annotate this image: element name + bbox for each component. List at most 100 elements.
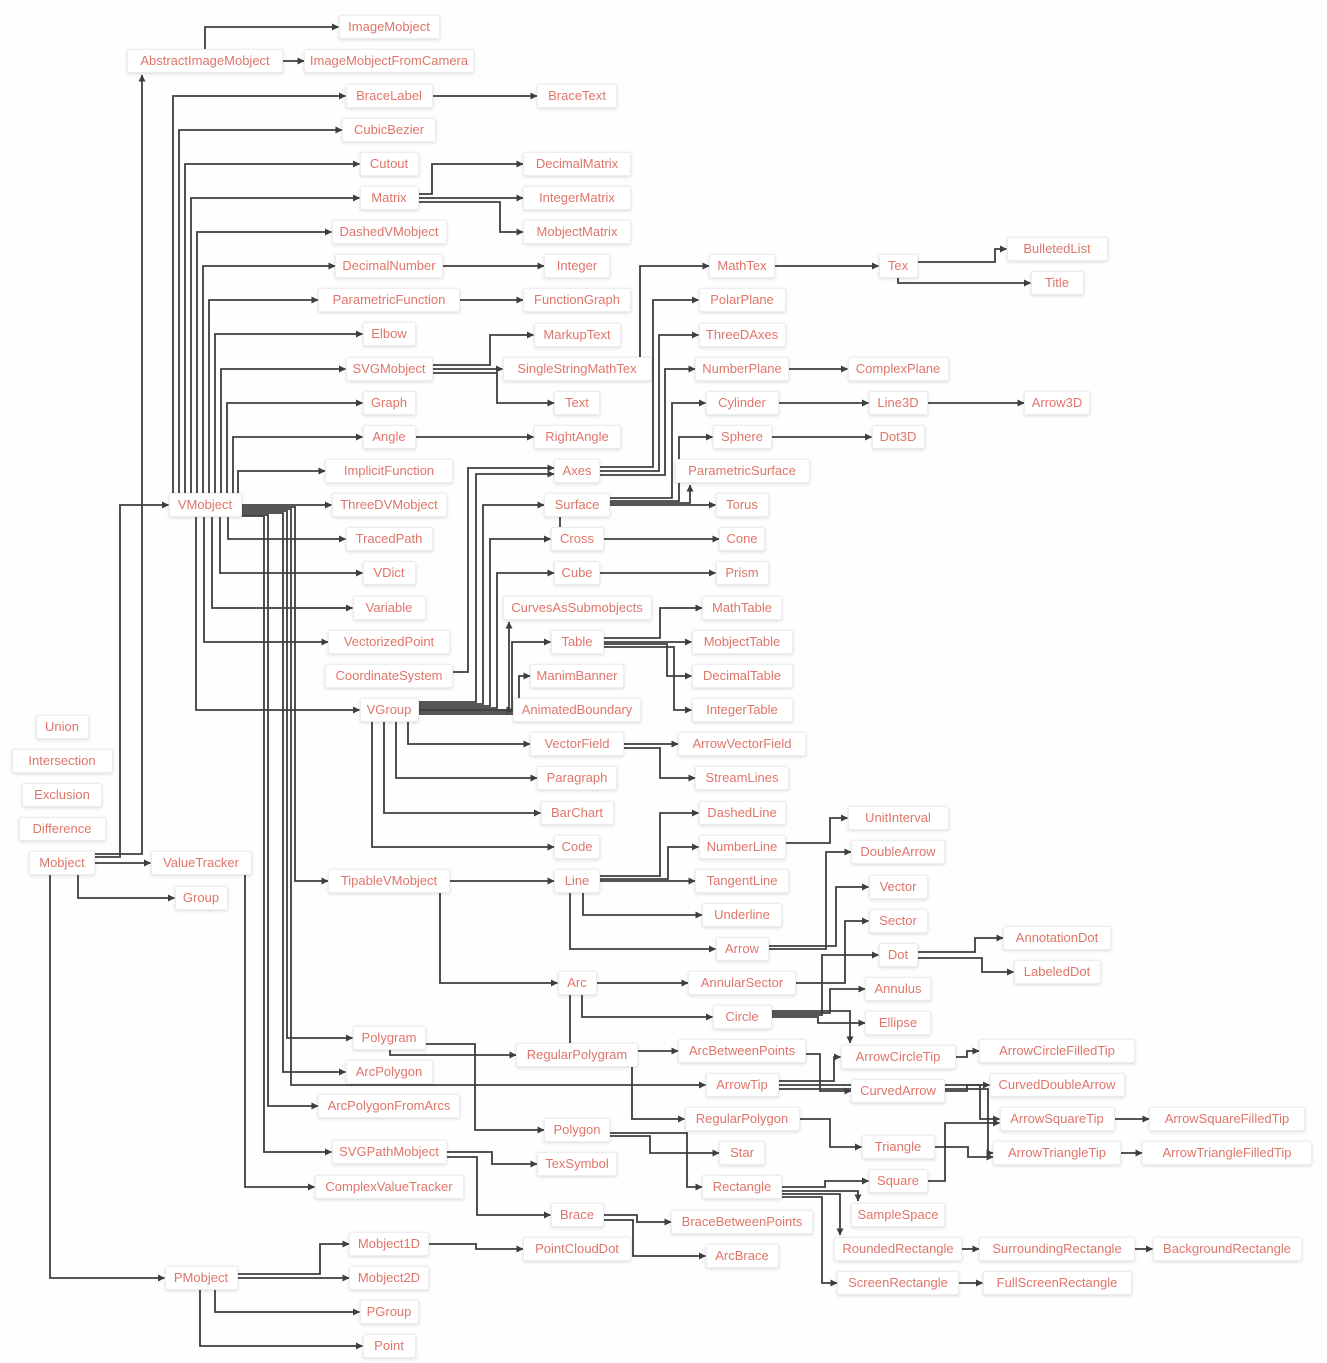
node-FunctionGraph[interactable]: FunctionGraph [523,288,631,312]
node-VDict[interactable]: VDict [362,561,416,585]
node-ThreeDVMobject[interactable]: ThreeDVMobject [331,493,447,517]
node-AnimatedBoundary[interactable]: AnimatedBoundary [513,698,641,722]
node-ArcBrace[interactable]: ArcBrace [705,1244,779,1268]
node-ScreenRectangle[interactable]: ScreenRectangle [837,1271,959,1295]
node-TracedPath[interactable]: TracedPath [345,527,433,551]
node-ValueTracker[interactable]: ValueTracker [150,851,252,875]
node-PGroup[interactable]: PGroup [359,1300,419,1324]
node-ArrowSquareFilledTip[interactable]: ArrowSquareFilledTip [1149,1107,1305,1131]
node-DecimalTable[interactable]: DecimalTable [691,664,793,688]
node-Vector[interactable]: Vector [868,875,928,899]
node-MobjectTable[interactable]: MobjectTable [691,630,793,654]
node-DashedLine[interactable]: DashedLine [698,801,786,825]
node-RegularPolygon[interactable]: RegularPolygon [684,1107,800,1131]
node-AnnularSector[interactable]: AnnularSector [688,971,796,995]
node-Dot[interactable]: Dot [878,943,918,967]
node-RightAngle[interactable]: RightAngle [533,425,621,449]
node-ManimBanner[interactable]: ManimBanner [530,664,624,688]
node-Underline[interactable]: Underline [702,903,782,927]
node-SingleStringMathTex[interactable]: SingleStringMathTex [502,357,652,381]
node-AbstractImageMobject[interactable]: AbstractImageMobject [127,49,283,73]
node-ArcPolygon[interactable]: ArcPolygon [345,1060,433,1084]
node-Torus[interactable]: Torus [715,493,769,517]
node-SVGPathMobject[interactable]: SVGPathMobject [331,1140,447,1164]
node-VGroup[interactable]: VGroup [359,698,419,722]
node-CurvedDoubleArrow[interactable]: CurvedDoubleArrow [989,1073,1125,1097]
node-BulletedList[interactable]: BulletedList [1006,237,1108,261]
node-Axes[interactable]: Axes [554,459,600,483]
node-ArcPolygonFromArcs[interactable]: ArcPolygonFromArcs [318,1094,460,1118]
node-TangentLine[interactable]: TangentLine [695,869,789,893]
node-Triangle[interactable]: Triangle [861,1135,935,1159]
node-RoundedRectangle[interactable]: RoundedRectangle [834,1237,962,1261]
node-BackgroundRectangle[interactable]: BackgroundRectangle [1152,1237,1302,1261]
node-Text[interactable]: Text [554,391,600,415]
node-Title[interactable]: Title [1030,271,1084,295]
node-VectorizedPoint[interactable]: VectorizedPoint [328,630,450,654]
node-Ellipse[interactable]: Ellipse [865,1011,931,1035]
node-Polygram[interactable]: Polygram [352,1026,426,1050]
node-TexSymbol[interactable]: TexSymbol [537,1152,617,1176]
node-DecimalMatrix[interactable]: DecimalMatrix [523,152,631,176]
node-Difference[interactable]: Difference [18,817,106,841]
node-ImageMobjectFromCamera[interactable]: ImageMobjectFromCamera [304,49,474,73]
node-MathTable[interactable]: MathTable [702,596,782,620]
node-Integer[interactable]: Integer [544,254,610,278]
node-NumberLine[interactable]: NumberLine [698,835,786,859]
node-StreamLines[interactable]: StreamLines [695,766,789,790]
node-Paragraph[interactable]: Paragraph [537,766,617,790]
node-CubicBezier[interactable]: CubicBezier [342,118,436,142]
node-Exclusion[interactable]: Exclusion [22,783,102,807]
node-ImplicitFunction[interactable]: ImplicitFunction [325,459,453,483]
node-Cross[interactable]: Cross [550,527,604,551]
node-Sector[interactable]: Sector [868,909,928,933]
node-DecimalNumber[interactable]: DecimalNumber [335,254,443,278]
node-BraceLabel[interactable]: BraceLabel [345,84,433,108]
node-ThreeDAxes[interactable]: ThreeDAxes [698,323,786,347]
node-MobjectMatrix[interactable]: MobjectMatrix [523,220,631,244]
node-ArrowCircleFilledTip[interactable]: ArrowCircleFilledTip [979,1039,1135,1063]
node-Arrow3D[interactable]: Arrow3D [1024,391,1090,415]
node-Graph[interactable]: Graph [362,391,416,415]
node-PointCloudDot[interactable]: PointCloudDot [523,1237,631,1261]
node-Rectangle[interactable]: Rectangle [702,1175,782,1199]
node-BraceBetweenPoints[interactable]: BraceBetweenPoints [671,1210,813,1234]
node-ArcBetweenPoints[interactable]: ArcBetweenPoints [678,1039,806,1063]
node-Cube[interactable]: Cube [554,561,600,585]
node-Matrix[interactable]: Matrix [359,186,419,210]
node-Brace[interactable]: Brace [550,1203,604,1227]
node-Mobject2D[interactable]: Mobject2D [349,1266,429,1290]
node-Union[interactable]: Union [35,715,89,739]
node-Tex[interactable]: Tex [878,254,918,278]
node-ArrowTip[interactable]: ArrowTip [705,1073,779,1097]
node-Polygon[interactable]: Polygon [544,1118,610,1142]
node-Elbow[interactable]: Elbow [362,322,416,346]
node-DashedVMobject[interactable]: DashedVMobject [331,220,447,244]
node-ArrowSquareTip[interactable]: ArrowSquareTip [999,1107,1115,1131]
node-Cutout[interactable]: Cutout [359,152,419,176]
node-BarChart[interactable]: BarChart [540,801,614,825]
node-Line3D[interactable]: Line3D [868,391,928,415]
node-ArrowTriangleTip[interactable]: ArrowTriangleTip [993,1141,1121,1165]
node-BraceText[interactable]: BraceText [537,84,617,108]
node-Mobject[interactable]: Mobject [29,851,95,875]
node-ComplexPlane[interactable]: ComplexPlane [847,357,949,381]
node-LabeledDot[interactable]: LabeledDot [1013,960,1101,984]
node-FullScreenRectangle[interactable]: FullScreenRectangle [982,1271,1132,1295]
node-Line[interactable]: Line [554,869,600,893]
node-Circle[interactable]: Circle [712,1005,772,1029]
node-NumberPlane[interactable]: NumberPlane [695,357,789,381]
node-UnitInterval[interactable]: UnitInterval [847,806,949,830]
node-SampleSpace[interactable]: SampleSpace [851,1203,945,1227]
node-IntegerMatrix[interactable]: IntegerMatrix [523,186,631,210]
node-Intersection[interactable]: Intersection [11,749,113,773]
node-IntegerTable[interactable]: IntegerTable [691,698,793,722]
node-VMobject[interactable]: VMobject [168,493,242,517]
node-PMobject[interactable]: PMobject [164,1266,238,1290]
node-Arrow[interactable]: Arrow [715,937,769,961]
node-Angle[interactable]: Angle [362,425,416,449]
node-MarkupText[interactable]: MarkupText [533,323,621,347]
node-CurvedArrow[interactable]: CurvedArrow [851,1079,945,1103]
node-ArrowCircleTip[interactable]: ArrowCircleTip [840,1045,956,1069]
node-TipableVMobject[interactable]: TipableVMobject [328,869,450,893]
